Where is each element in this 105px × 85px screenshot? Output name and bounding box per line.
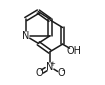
Text: OH: OH <box>67 46 82 56</box>
Text: O: O <box>35 68 43 78</box>
Text: O: O <box>57 68 65 78</box>
Text: N: N <box>22 31 29 41</box>
Text: N: N <box>46 62 54 72</box>
Text: +: + <box>50 61 55 67</box>
Text: -: - <box>62 66 65 75</box>
